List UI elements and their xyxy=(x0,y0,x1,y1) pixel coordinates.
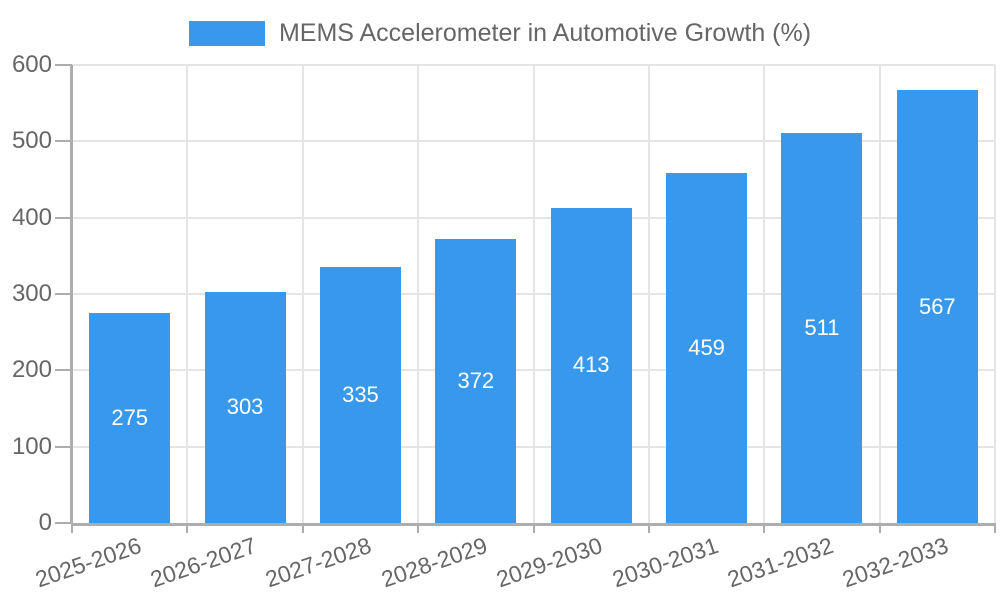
x-gridline xyxy=(994,65,996,523)
x-tick-mark xyxy=(647,523,650,533)
y-tick-label: 0 xyxy=(38,509,52,536)
x-tick-mark xyxy=(878,523,881,533)
x-gridline xyxy=(532,65,535,523)
bar-value-label: 413 xyxy=(572,352,610,378)
y-axis-line xyxy=(70,65,73,523)
bar-value-label: 567 xyxy=(918,293,956,319)
x-tick-mark xyxy=(301,523,304,533)
y-tick-label: 200 xyxy=(11,356,52,384)
x-tick-mark xyxy=(71,523,73,533)
x-tick-label: 2032-2033 xyxy=(839,532,952,593)
x-tick-label: 2031-2032 xyxy=(723,532,837,593)
y-tick-label: 500 xyxy=(11,127,52,155)
y-tick-label: 100 xyxy=(11,432,52,460)
y-tick-mark xyxy=(55,369,72,372)
bar-value-label: 335 xyxy=(342,382,379,408)
bar-value-label: 511 xyxy=(804,314,840,340)
x-tick-label: 2026-2027 xyxy=(147,532,260,593)
x-tick-mark xyxy=(417,523,420,533)
legend[interactable]: MEMS Accelerometer in Automotive Growth … xyxy=(0,18,1000,48)
bar-value-label: 372 xyxy=(457,368,495,394)
bar[interactable] xyxy=(896,90,978,523)
bar[interactable] xyxy=(781,132,863,523)
bar[interactable] xyxy=(435,239,517,523)
bar[interactable] xyxy=(204,291,286,523)
x-tick-label: 2028-2029 xyxy=(377,532,491,593)
x-tick-mark xyxy=(186,523,189,533)
y-tick-mark xyxy=(55,216,72,219)
bar-value-label: 459 xyxy=(688,334,725,360)
x-axis-line xyxy=(72,523,995,526)
x-tick-mark xyxy=(994,523,996,533)
x-tick-label: 2027-2028 xyxy=(262,532,375,593)
x-gridline xyxy=(417,65,420,523)
x-tick-mark xyxy=(763,523,766,533)
x-tick-label: 2025-2026 xyxy=(31,532,145,593)
y-tick-label: 400 xyxy=(11,203,52,231)
legend-label: MEMS Accelerometer in Automotive Growth … xyxy=(278,18,812,47)
y-tick-label: 300 xyxy=(11,280,52,307)
x-tick-label: 2029-2030 xyxy=(493,532,606,593)
y-tick-label: 600 xyxy=(11,51,52,78)
x-gridline xyxy=(763,65,766,523)
bar-value-label: 275 xyxy=(111,405,149,431)
x-tick-mark xyxy=(532,523,535,533)
x-tick-label: 2030-2031 xyxy=(608,532,722,593)
y-tick-mark xyxy=(55,64,72,66)
y-tick-mark xyxy=(55,293,72,295)
y-tick-mark xyxy=(55,522,72,524)
bar-value-label: 303 xyxy=(226,394,264,420)
bar[interactable] xyxy=(89,313,171,523)
x-gridline xyxy=(186,65,189,523)
x-gridline xyxy=(878,65,881,523)
legend-swatch xyxy=(188,20,265,46)
bar[interactable] xyxy=(319,267,401,523)
bar[interactable] xyxy=(550,207,632,523)
x-gridline xyxy=(647,65,650,523)
bar[interactable] xyxy=(666,172,748,523)
y-tick-mark xyxy=(55,445,72,448)
y-tick-mark xyxy=(55,140,72,143)
x-gridline xyxy=(301,65,304,523)
